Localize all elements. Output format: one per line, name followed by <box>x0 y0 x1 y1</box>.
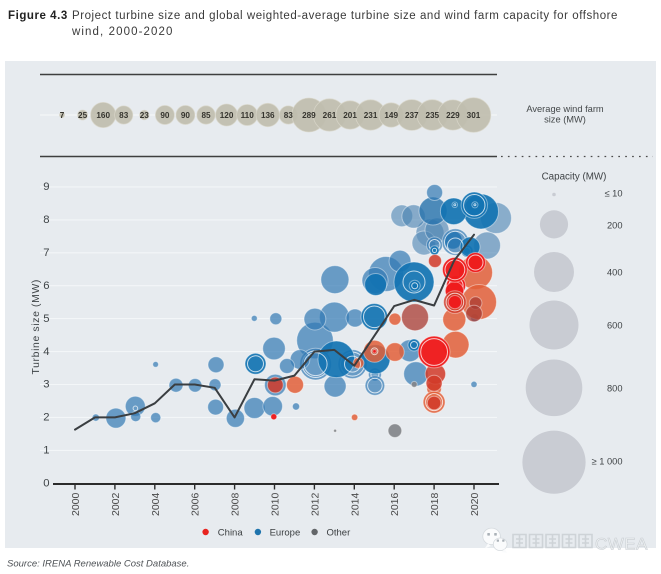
svg-text:229: 229 <box>446 111 460 120</box>
svg-text:Europe: Europe <box>270 527 301 538</box>
svg-text:2014: 2014 <box>349 492 361 516</box>
svg-text:CWEA: CWEA <box>595 535 648 554</box>
svg-text:261: 261 <box>323 111 337 120</box>
svg-text:83: 83 <box>119 111 129 120</box>
svg-text:600: 600 <box>607 321 623 331</box>
svg-text:2008: 2008 <box>230 492 242 516</box>
svg-text:90: 90 <box>181 111 191 120</box>
svg-text:400: 400 <box>607 268 623 278</box>
svg-text:2020: 2020 <box>469 492 481 516</box>
svg-text:160: 160 <box>96 111 110 120</box>
svg-text:6: 6 <box>43 280 49 292</box>
svg-text:≥ 1 000: ≥ 1 000 <box>592 457 623 467</box>
svg-text:2004: 2004 <box>150 492 162 516</box>
svg-text:200: 200 <box>607 220 623 230</box>
svg-text:Other: Other <box>327 527 351 538</box>
svg-text:2000: 2000 <box>70 492 82 516</box>
svg-text:size (MW): size (MW) <box>544 115 586 125</box>
svg-text:China: China <box>218 527 244 538</box>
svg-text:23: 23 <box>140 111 150 120</box>
svg-text:2016: 2016 <box>389 492 401 516</box>
svg-text:7: 7 <box>43 247 49 259</box>
svg-text:wind, 2000-2020: wind, 2000-2020 <box>71 26 174 38</box>
svg-text:9: 9 <box>43 181 49 193</box>
svg-text:2012: 2012 <box>309 492 321 516</box>
svg-text:201: 201 <box>343 111 357 120</box>
svg-text:Turbine size (MW): Turbine size (MW) <box>31 279 42 375</box>
svg-text:85: 85 <box>201 111 211 120</box>
svg-text:83: 83 <box>284 111 294 120</box>
svg-text:90: 90 <box>160 111 170 120</box>
svg-text:237: 237 <box>405 111 419 120</box>
svg-text:Capacity (MW): Capacity (MW) <box>542 172 607 183</box>
svg-text:2002: 2002 <box>110 492 122 516</box>
svg-text:7: 7 <box>60 111 65 120</box>
svg-text:120: 120 <box>220 111 234 120</box>
svg-text:Average wind farm: Average wind farm <box>526 104 604 114</box>
svg-text:110: 110 <box>241 111 255 120</box>
svg-text:Source: IRENA Renewable Cost D: Source: IRENA Renewable Cost Database. <box>7 559 189 570</box>
svg-text:2018: 2018 <box>429 492 441 516</box>
svg-text:231: 231 <box>364 111 378 120</box>
svg-text:8: 8 <box>43 214 49 226</box>
svg-text:2006: 2006 <box>190 492 202 516</box>
svg-text:25: 25 <box>78 111 88 120</box>
svg-text:2: 2 <box>43 412 49 424</box>
svg-text:136: 136 <box>261 111 275 120</box>
svg-text:≤ 10: ≤ 10 <box>604 189 622 199</box>
svg-text:800: 800 <box>607 384 623 394</box>
svg-text:2010: 2010 <box>270 492 282 516</box>
svg-text:289: 289 <box>302 111 316 120</box>
svg-text:149: 149 <box>384 111 398 120</box>
svg-text:5: 5 <box>43 313 49 325</box>
svg-text:0: 0 <box>43 478 49 490</box>
svg-text:301: 301 <box>467 111 481 120</box>
svg-text:1: 1 <box>43 445 49 457</box>
svg-text:3: 3 <box>43 379 49 391</box>
svg-text:4: 4 <box>43 346 49 358</box>
svg-text:235: 235 <box>425 111 439 120</box>
